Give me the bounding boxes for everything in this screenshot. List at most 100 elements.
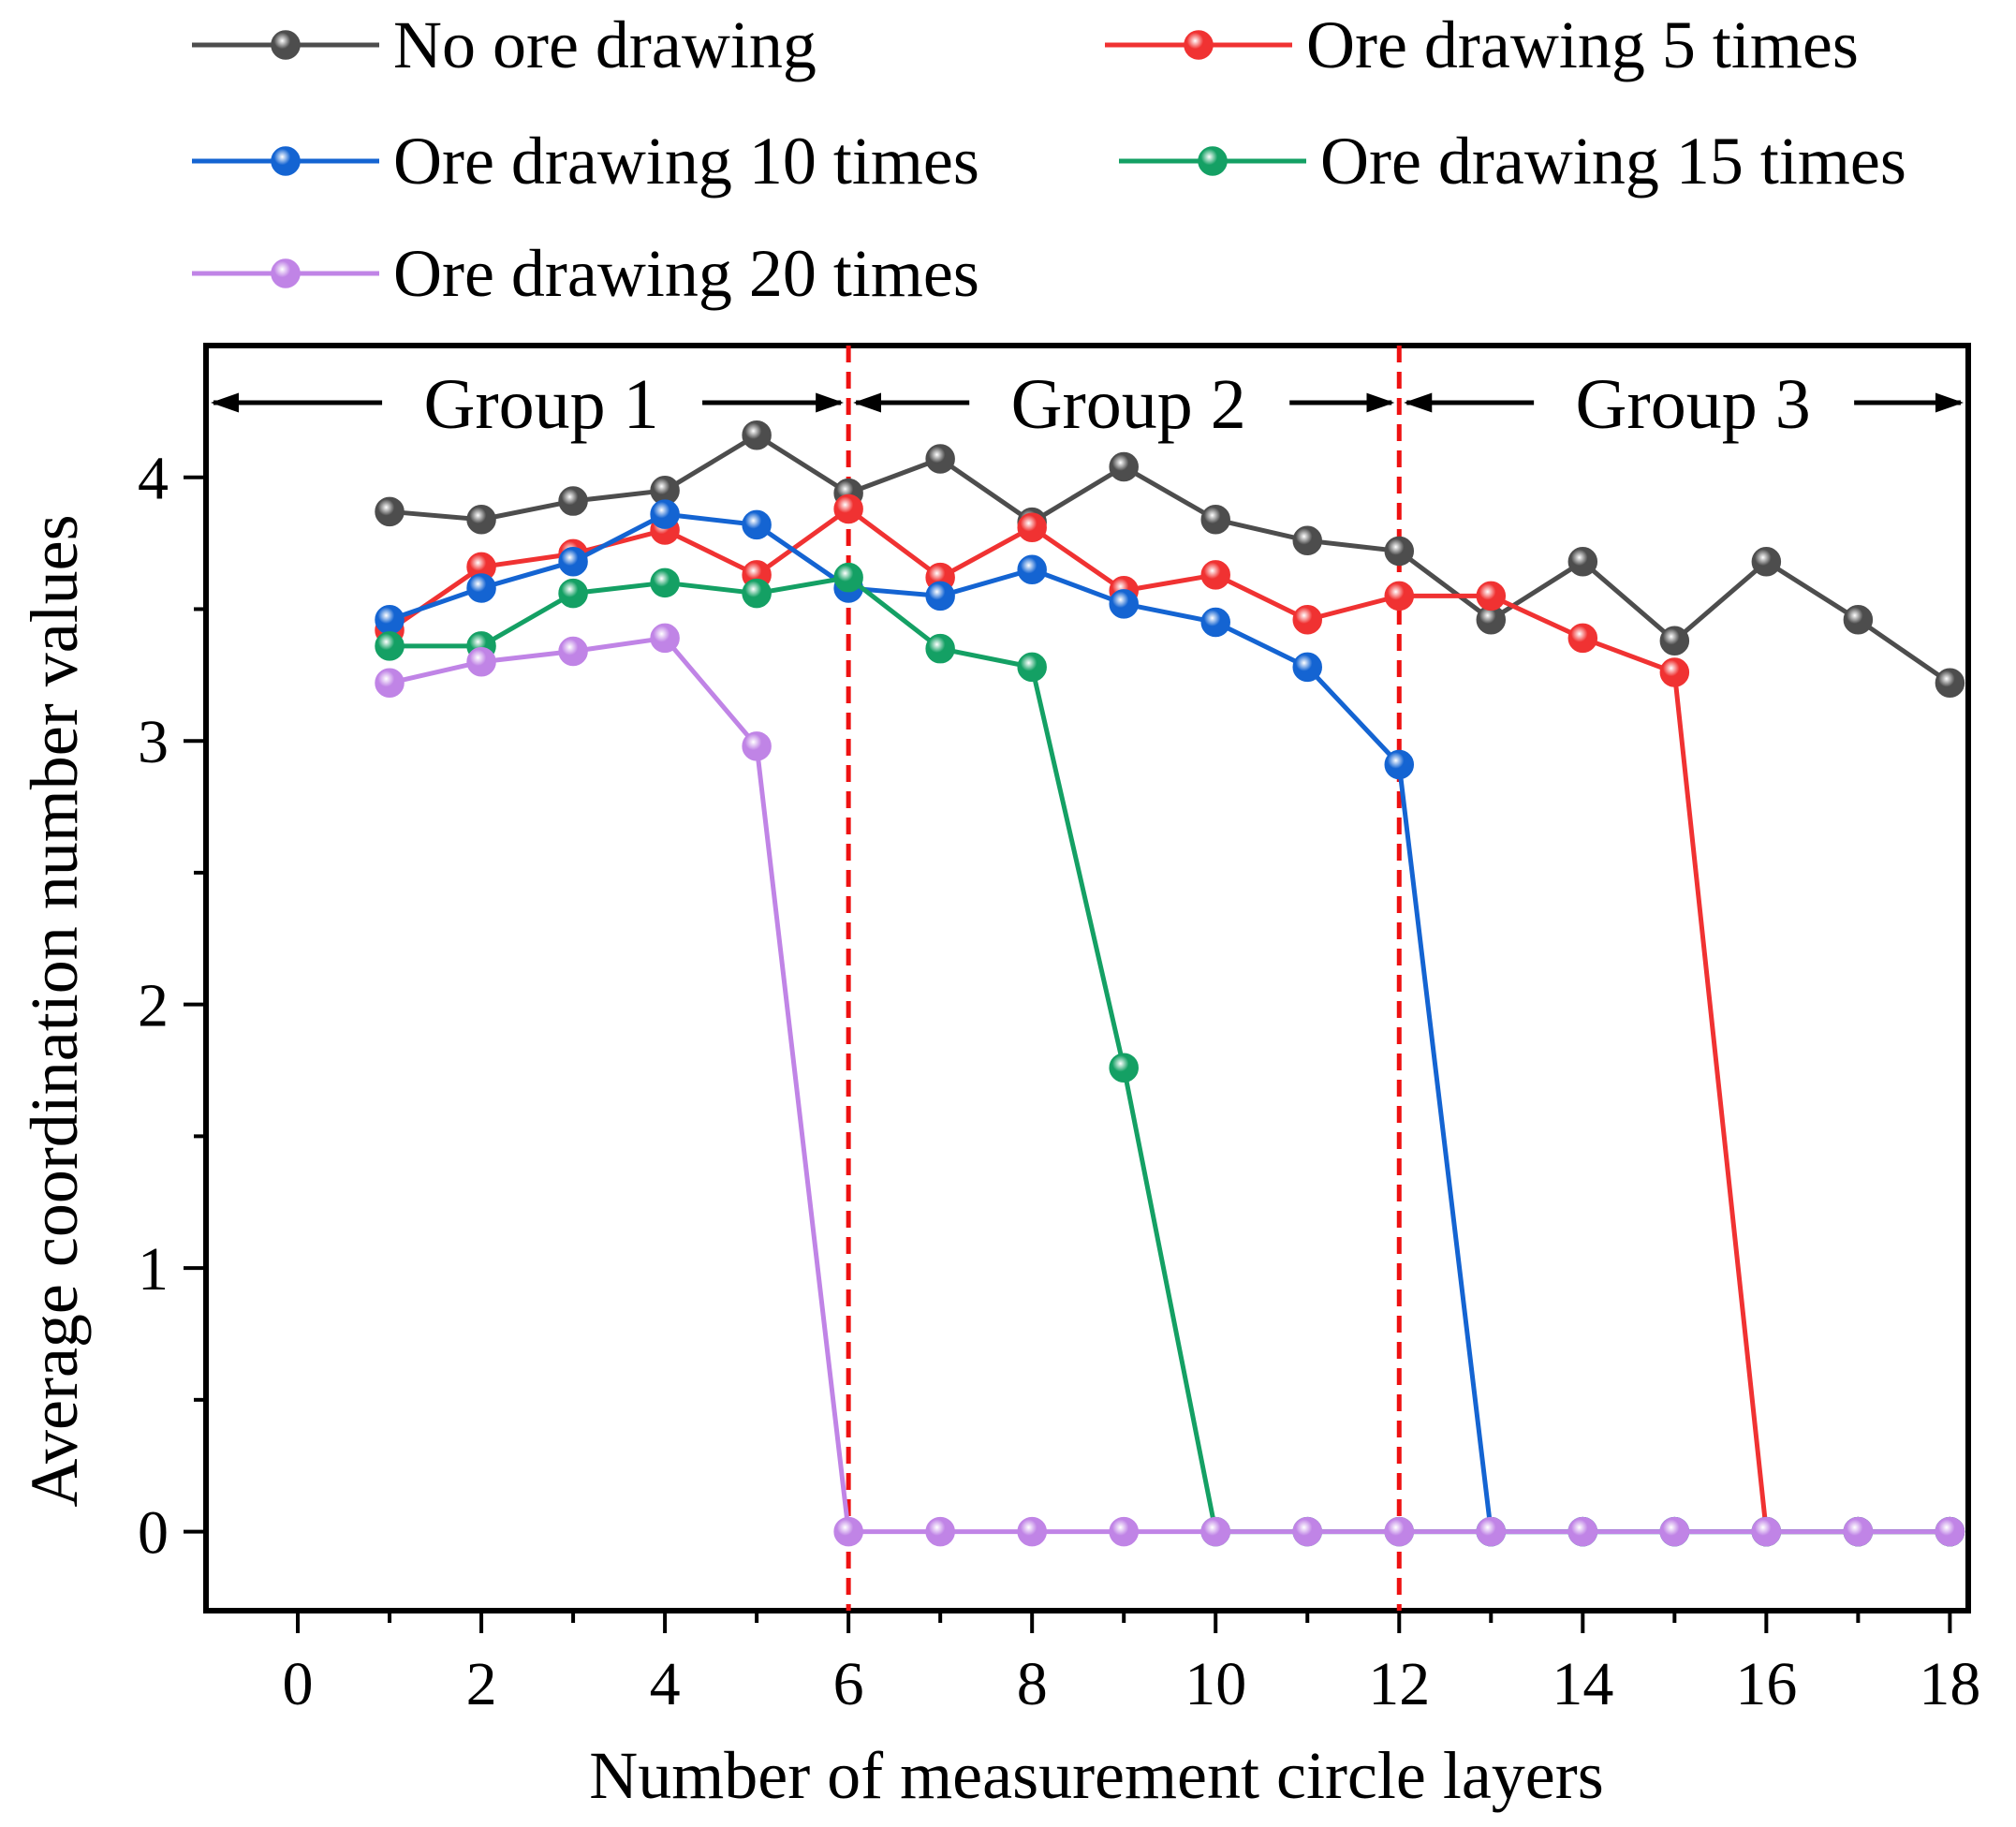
data-point: [558, 578, 588, 609]
data-point: [742, 420, 772, 450]
data-point: [375, 496, 405, 527]
data-point: [1751, 547, 1782, 577]
data-point: [833, 494, 863, 524]
legend-item: No ore drawing: [192, 7, 817, 82]
plot-area: [203, 343, 1971, 1613]
data-point: [1017, 512, 1047, 542]
data-point: [558, 547, 588, 577]
legend-marker: [271, 258, 301, 288]
data-point: [1476, 581, 1507, 611]
x-tick-label: 6: [833, 1650, 864, 1718]
series-ore-drawing-5-times: [375, 494, 1965, 1547]
data-point: [1200, 607, 1230, 638]
data-point: [1017, 1516, 1047, 1547]
data-point: [1843, 604, 1874, 635]
data-point: [833, 562, 863, 593]
legend-marker: [1198, 146, 1228, 176]
data-point: [1109, 589, 1139, 619]
data-point: [1659, 626, 1690, 656]
data-point: [1659, 657, 1690, 687]
data-point: [1659, 1516, 1690, 1547]
data-point: [1017, 554, 1047, 584]
data-point: [466, 647, 496, 677]
x-tick-label: 8: [1017, 1650, 1048, 1718]
data-point: [1384, 1516, 1415, 1547]
group-label: Group 1: [423, 365, 658, 444]
data-point: [1017, 652, 1047, 683]
legend-marker: [271, 30, 301, 60]
data-point: [925, 633, 955, 664]
x-tick-label: 18: [1919, 1650, 1980, 1718]
data-point: [466, 505, 496, 535]
data-point: [1935, 1516, 1965, 1547]
legend-label: No ore drawing: [393, 7, 817, 82]
data-point: [375, 668, 405, 699]
data-point: [742, 509, 772, 540]
data-point: [1751, 1516, 1782, 1547]
legend-item: Ore drawing 5 times: [1105, 7, 1859, 82]
legend-label: Ore drawing 10 times: [393, 124, 979, 199]
series-ore-drawing-10-times: [375, 499, 1965, 1547]
data-point: [1292, 604, 1322, 635]
series-line: [389, 433, 1951, 685]
legend: No ore drawing Ore drawing 5 times Ore dra…: [192, 7, 1906, 311]
x-tick-label: 14: [1552, 1650, 1613, 1718]
data-point: [558, 486, 588, 516]
group-label: Group 3: [1576, 365, 1811, 444]
legend-item: Ore drawing 10 times: [192, 124, 979, 199]
y-tick-label: 4: [138, 445, 169, 513]
group-label: Group 2: [1011, 365, 1246, 444]
data-point: [1292, 652, 1322, 683]
y-tick-label: 1: [138, 1235, 169, 1304]
series-ore-drawing-20-times: [375, 623, 1965, 1547]
data-point: [1384, 581, 1415, 611]
data-point: [925, 581, 955, 611]
data-point: [466, 573, 496, 603]
data-point: [650, 567, 680, 598]
legend-label: Ore drawing 15 times: [1320, 124, 1906, 199]
legend-label: Ore drawing 20 times: [393, 236, 979, 311]
data-point: [1109, 1053, 1139, 1083]
data-point: [1292, 525, 1322, 556]
x-tick-label: 2: [466, 1650, 497, 1718]
legend-item: Ore drawing 15 times: [1119, 124, 1906, 199]
x-axis-title: Number of measurement circle layers: [589, 1738, 1604, 1813]
data-point: [1292, 1516, 1322, 1547]
y-tick-label: 3: [138, 708, 169, 776]
data-point: [1935, 668, 1965, 699]
data-point: [1567, 1516, 1598, 1547]
data-point: [1200, 505, 1230, 535]
data-point: [1567, 547, 1598, 577]
data-point: [925, 1516, 955, 1547]
data-point: [1109, 451, 1139, 482]
data-point: [1200, 1516, 1230, 1547]
legend-marker: [271, 146, 301, 176]
y-axis-title: Average coordination number values: [17, 514, 92, 1507]
data-point: [650, 623, 680, 654]
series-ore-drawing-15-times: [375, 562, 1965, 1547]
data-point: [925, 444, 955, 474]
y-tick-label: 2: [138, 972, 169, 1040]
series-layer: [375, 420, 1965, 1547]
data-point: [375, 631, 405, 661]
legend-marker: [1184, 30, 1214, 60]
series-line: [389, 511, 1950, 1535]
group-annotations: Group 1 Group 2 Group 3: [211, 365, 1964, 444]
data-point: [650, 499, 680, 529]
data-point: [1567, 623, 1598, 654]
data-point: [742, 731, 772, 761]
x-tick-label: 12: [1368, 1650, 1430, 1718]
plot-frame: [203, 343, 1971, 1613]
data-point: [742, 578, 772, 609]
data-point: [1476, 1516, 1507, 1547]
series-line: [388, 507, 1950, 1535]
y-tick-label: 0: [138, 1499, 169, 1568]
data-point: [375, 604, 405, 635]
data-point: [1384, 749, 1415, 780]
x-tick-label: 10: [1185, 1650, 1246, 1718]
x-tick-label: 4: [650, 1650, 681, 1718]
series-line: [389, 635, 1950, 1535]
data-point: [1843, 1516, 1874, 1547]
